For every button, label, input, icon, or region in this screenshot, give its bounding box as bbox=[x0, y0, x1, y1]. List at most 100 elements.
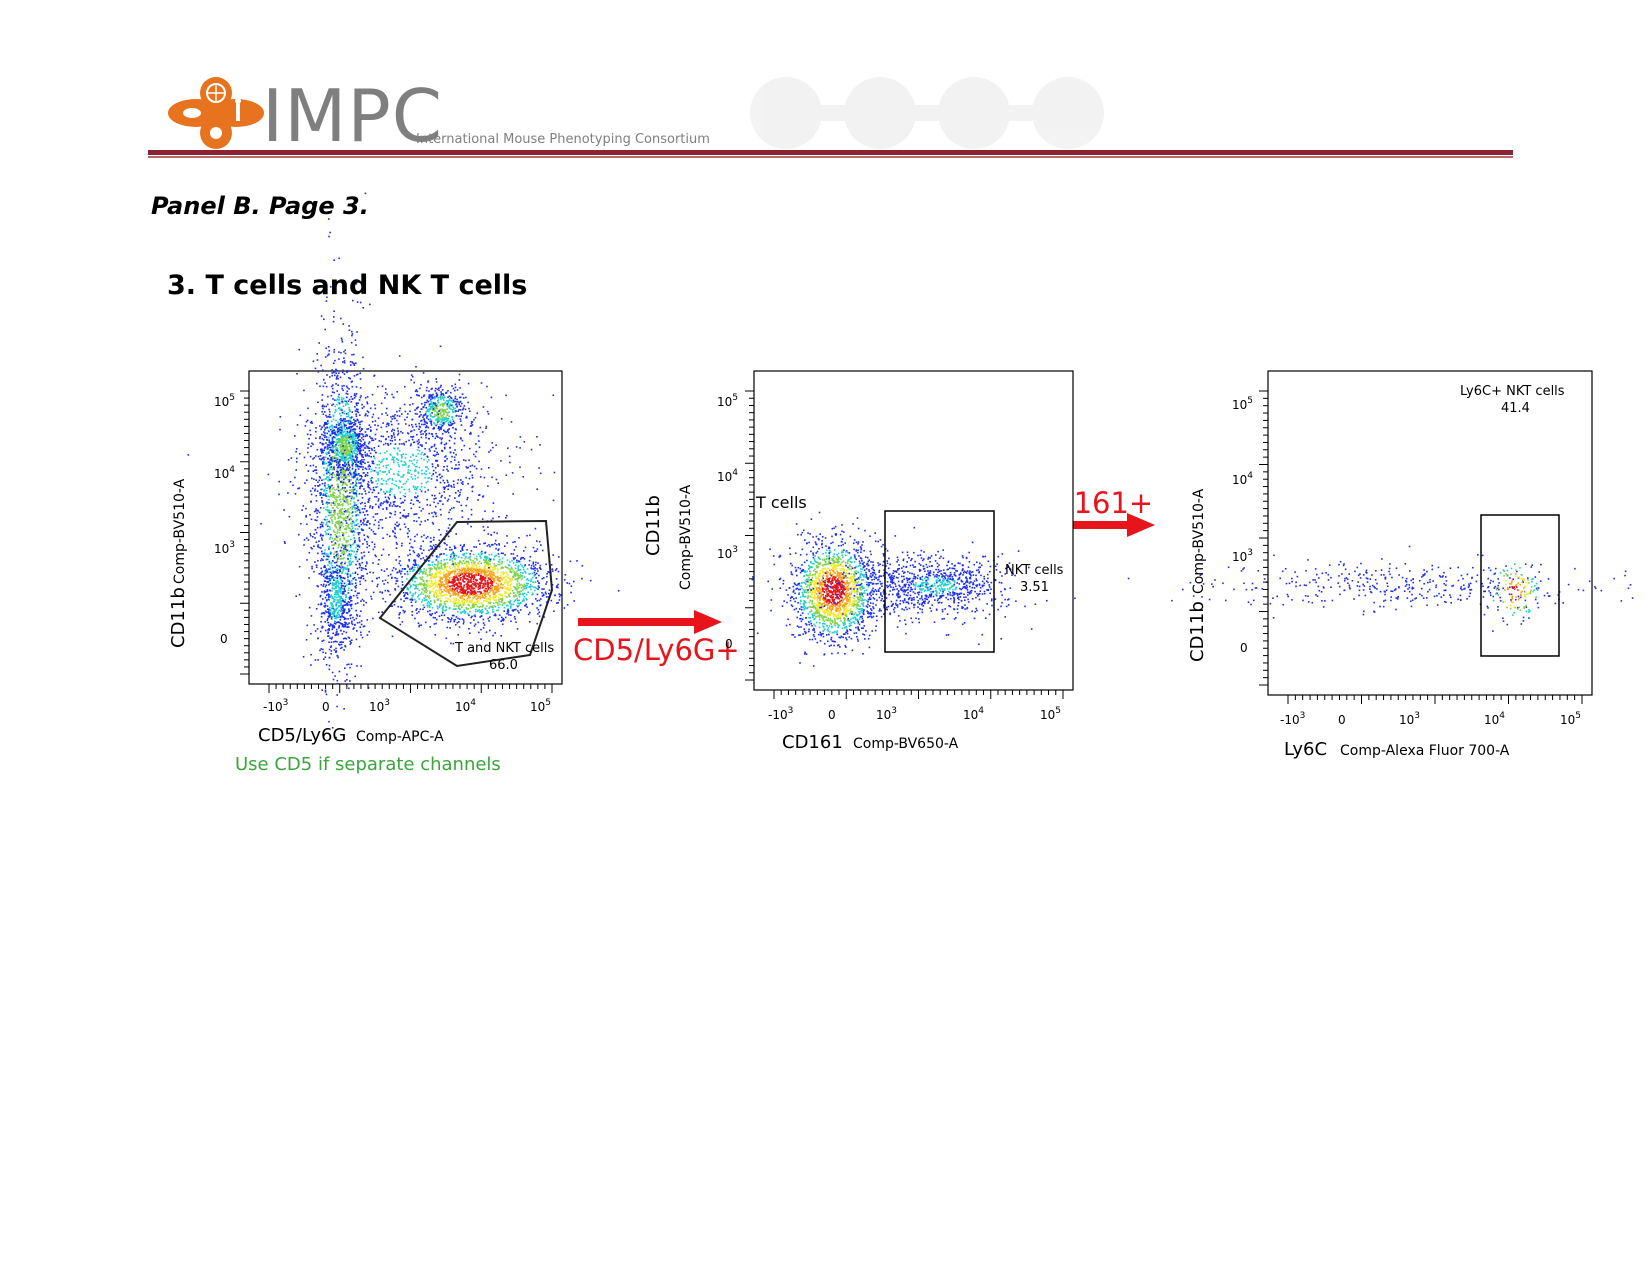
event-dot bbox=[344, 431, 346, 433]
event-dot bbox=[337, 485, 339, 487]
event-dot bbox=[431, 564, 433, 566]
event-dot bbox=[496, 572, 499, 574]
event-dot bbox=[386, 450, 388, 453]
event-dot bbox=[355, 447, 357, 450]
event-dot bbox=[347, 589, 350, 592]
event-dot bbox=[425, 587, 428, 589]
event-dot bbox=[546, 581, 548, 583]
event-dot bbox=[464, 572, 466, 575]
event-dot bbox=[339, 376, 342, 379]
event-dot bbox=[429, 614, 432, 616]
event-dot bbox=[508, 455, 511, 458]
event-dot bbox=[368, 464, 371, 466]
event-dot bbox=[541, 577, 544, 580]
event-dot bbox=[448, 415, 450, 418]
event-dot bbox=[345, 603, 348, 606]
event-dot bbox=[434, 612, 436, 614]
event-dot bbox=[324, 485, 326, 488]
event-dot bbox=[461, 601, 463, 603]
event-dot bbox=[355, 546, 357, 549]
event-dot bbox=[310, 632, 312, 635]
event-dot bbox=[330, 485, 332, 487]
event-dot bbox=[350, 522, 352, 525]
event-dot bbox=[467, 566, 469, 568]
event-dot bbox=[356, 544, 358, 546]
event-dot bbox=[342, 498, 345, 501]
event-dot bbox=[326, 432, 328, 435]
event-dot bbox=[366, 410, 369, 412]
event-dot bbox=[457, 593, 460, 595]
event-dot bbox=[512, 576, 515, 579]
event-dot bbox=[494, 605, 497, 608]
event-dot bbox=[321, 479, 323, 481]
event-dot bbox=[491, 570, 493, 572]
event-dot bbox=[447, 424, 450, 426]
event-dot bbox=[326, 589, 329, 591]
event-dot bbox=[338, 625, 340, 627]
event-dot bbox=[470, 513, 473, 516]
event-dot bbox=[447, 401, 449, 404]
event-dot bbox=[344, 471, 347, 473]
event-dot bbox=[355, 485, 358, 487]
event-dot bbox=[454, 580, 456, 583]
event-dot bbox=[319, 494, 322, 496]
event-dot bbox=[476, 562, 479, 565]
event-dot bbox=[331, 387, 334, 390]
event-dot bbox=[315, 566, 318, 569]
event-dot bbox=[440, 411, 442, 414]
event-dot bbox=[573, 600, 575, 602]
event-dot bbox=[344, 482, 347, 484]
event-dot bbox=[333, 496, 336, 499]
event-dot bbox=[372, 617, 374, 620]
event-dot bbox=[473, 568, 476, 570]
event-dot bbox=[471, 592, 473, 595]
event-dot bbox=[391, 605, 393, 607]
event-dot bbox=[331, 544, 333, 546]
event-dot bbox=[331, 439, 334, 441]
event-dot bbox=[466, 578, 468, 581]
event-dot bbox=[327, 631, 329, 633]
event-dot bbox=[329, 536, 332, 539]
event-dot bbox=[387, 581, 389, 584]
event-dot bbox=[328, 439, 331, 441]
event-dot bbox=[454, 599, 456, 602]
event-dot bbox=[362, 480, 365, 483]
event-dot bbox=[476, 599, 479, 602]
event-dot bbox=[441, 611, 444, 614]
event-dot bbox=[428, 597, 431, 600]
event-dot bbox=[340, 397, 343, 399]
event-dot bbox=[336, 458, 339, 461]
event-dot bbox=[341, 450, 343, 452]
event-dot bbox=[489, 575, 492, 578]
event-dot bbox=[478, 590, 481, 593]
event-dot bbox=[364, 514, 366, 516]
event-dot bbox=[358, 539, 361, 541]
event-dot bbox=[409, 570, 412, 572]
event-dot bbox=[332, 320, 335, 323]
event-dot bbox=[439, 396, 441, 399]
event-dot bbox=[337, 496, 339, 499]
event-dot bbox=[365, 474, 367, 476]
event-dot bbox=[465, 396, 467, 399]
event-dot bbox=[466, 496, 469, 499]
event-dot bbox=[341, 371, 344, 374]
event-dot bbox=[339, 421, 342, 424]
event-dot bbox=[497, 618, 500, 620]
event-dot bbox=[483, 529, 486, 532]
event-dot bbox=[437, 560, 439, 563]
event-dot bbox=[479, 593, 481, 596]
event-dot bbox=[386, 457, 388, 460]
event-dot bbox=[429, 564, 431, 566]
event-dot bbox=[464, 612, 466, 615]
event-dot bbox=[350, 427, 352, 429]
event-dot bbox=[414, 470, 416, 472]
event-dot bbox=[337, 585, 339, 588]
event-dot bbox=[338, 423, 340, 425]
event-dot bbox=[305, 537, 308, 539]
event-dot bbox=[440, 423, 442, 426]
event-dot bbox=[438, 417, 441, 420]
event-dot bbox=[526, 584, 528, 587]
event-dot bbox=[471, 606, 474, 609]
event-dot bbox=[459, 589, 462, 591]
event-dot bbox=[353, 433, 356, 435]
